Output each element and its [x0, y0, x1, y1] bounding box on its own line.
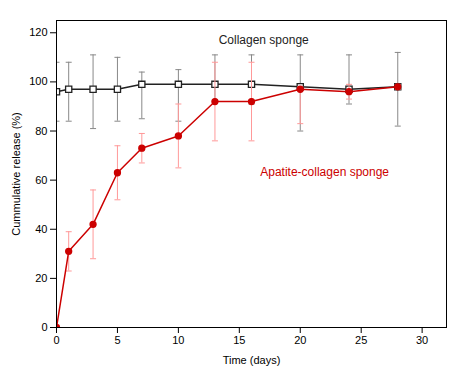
svg-text:0: 0 [53, 334, 59, 346]
svg-text:100: 100 [29, 75, 47, 87]
svg-text:20: 20 [35, 272, 47, 284]
svg-text:Cummulative release (%): Cummulative release (%) [10, 112, 22, 235]
svg-text:30: 30 [416, 334, 428, 346]
svg-text:0: 0 [41, 321, 47, 333]
svg-text:60: 60 [35, 174, 47, 186]
svg-text:Time (days): Time (days) [223, 354, 281, 366]
svg-text:120: 120 [29, 26, 47, 38]
svg-text:40: 40 [35, 223, 47, 235]
svg-text:25: 25 [355, 334, 367, 346]
svg-text:80: 80 [35, 125, 47, 137]
svg-text:5: 5 [114, 334, 120, 346]
svg-text:Apatite-collagen sponge: Apatite-collagen sponge [260, 165, 389, 179]
svg-text:10: 10 [172, 334, 184, 346]
svg-text:Collagen sponge: Collagen sponge [219, 33, 309, 47]
svg-text:15: 15 [233, 334, 245, 346]
svg-text:20: 20 [294, 334, 306, 346]
